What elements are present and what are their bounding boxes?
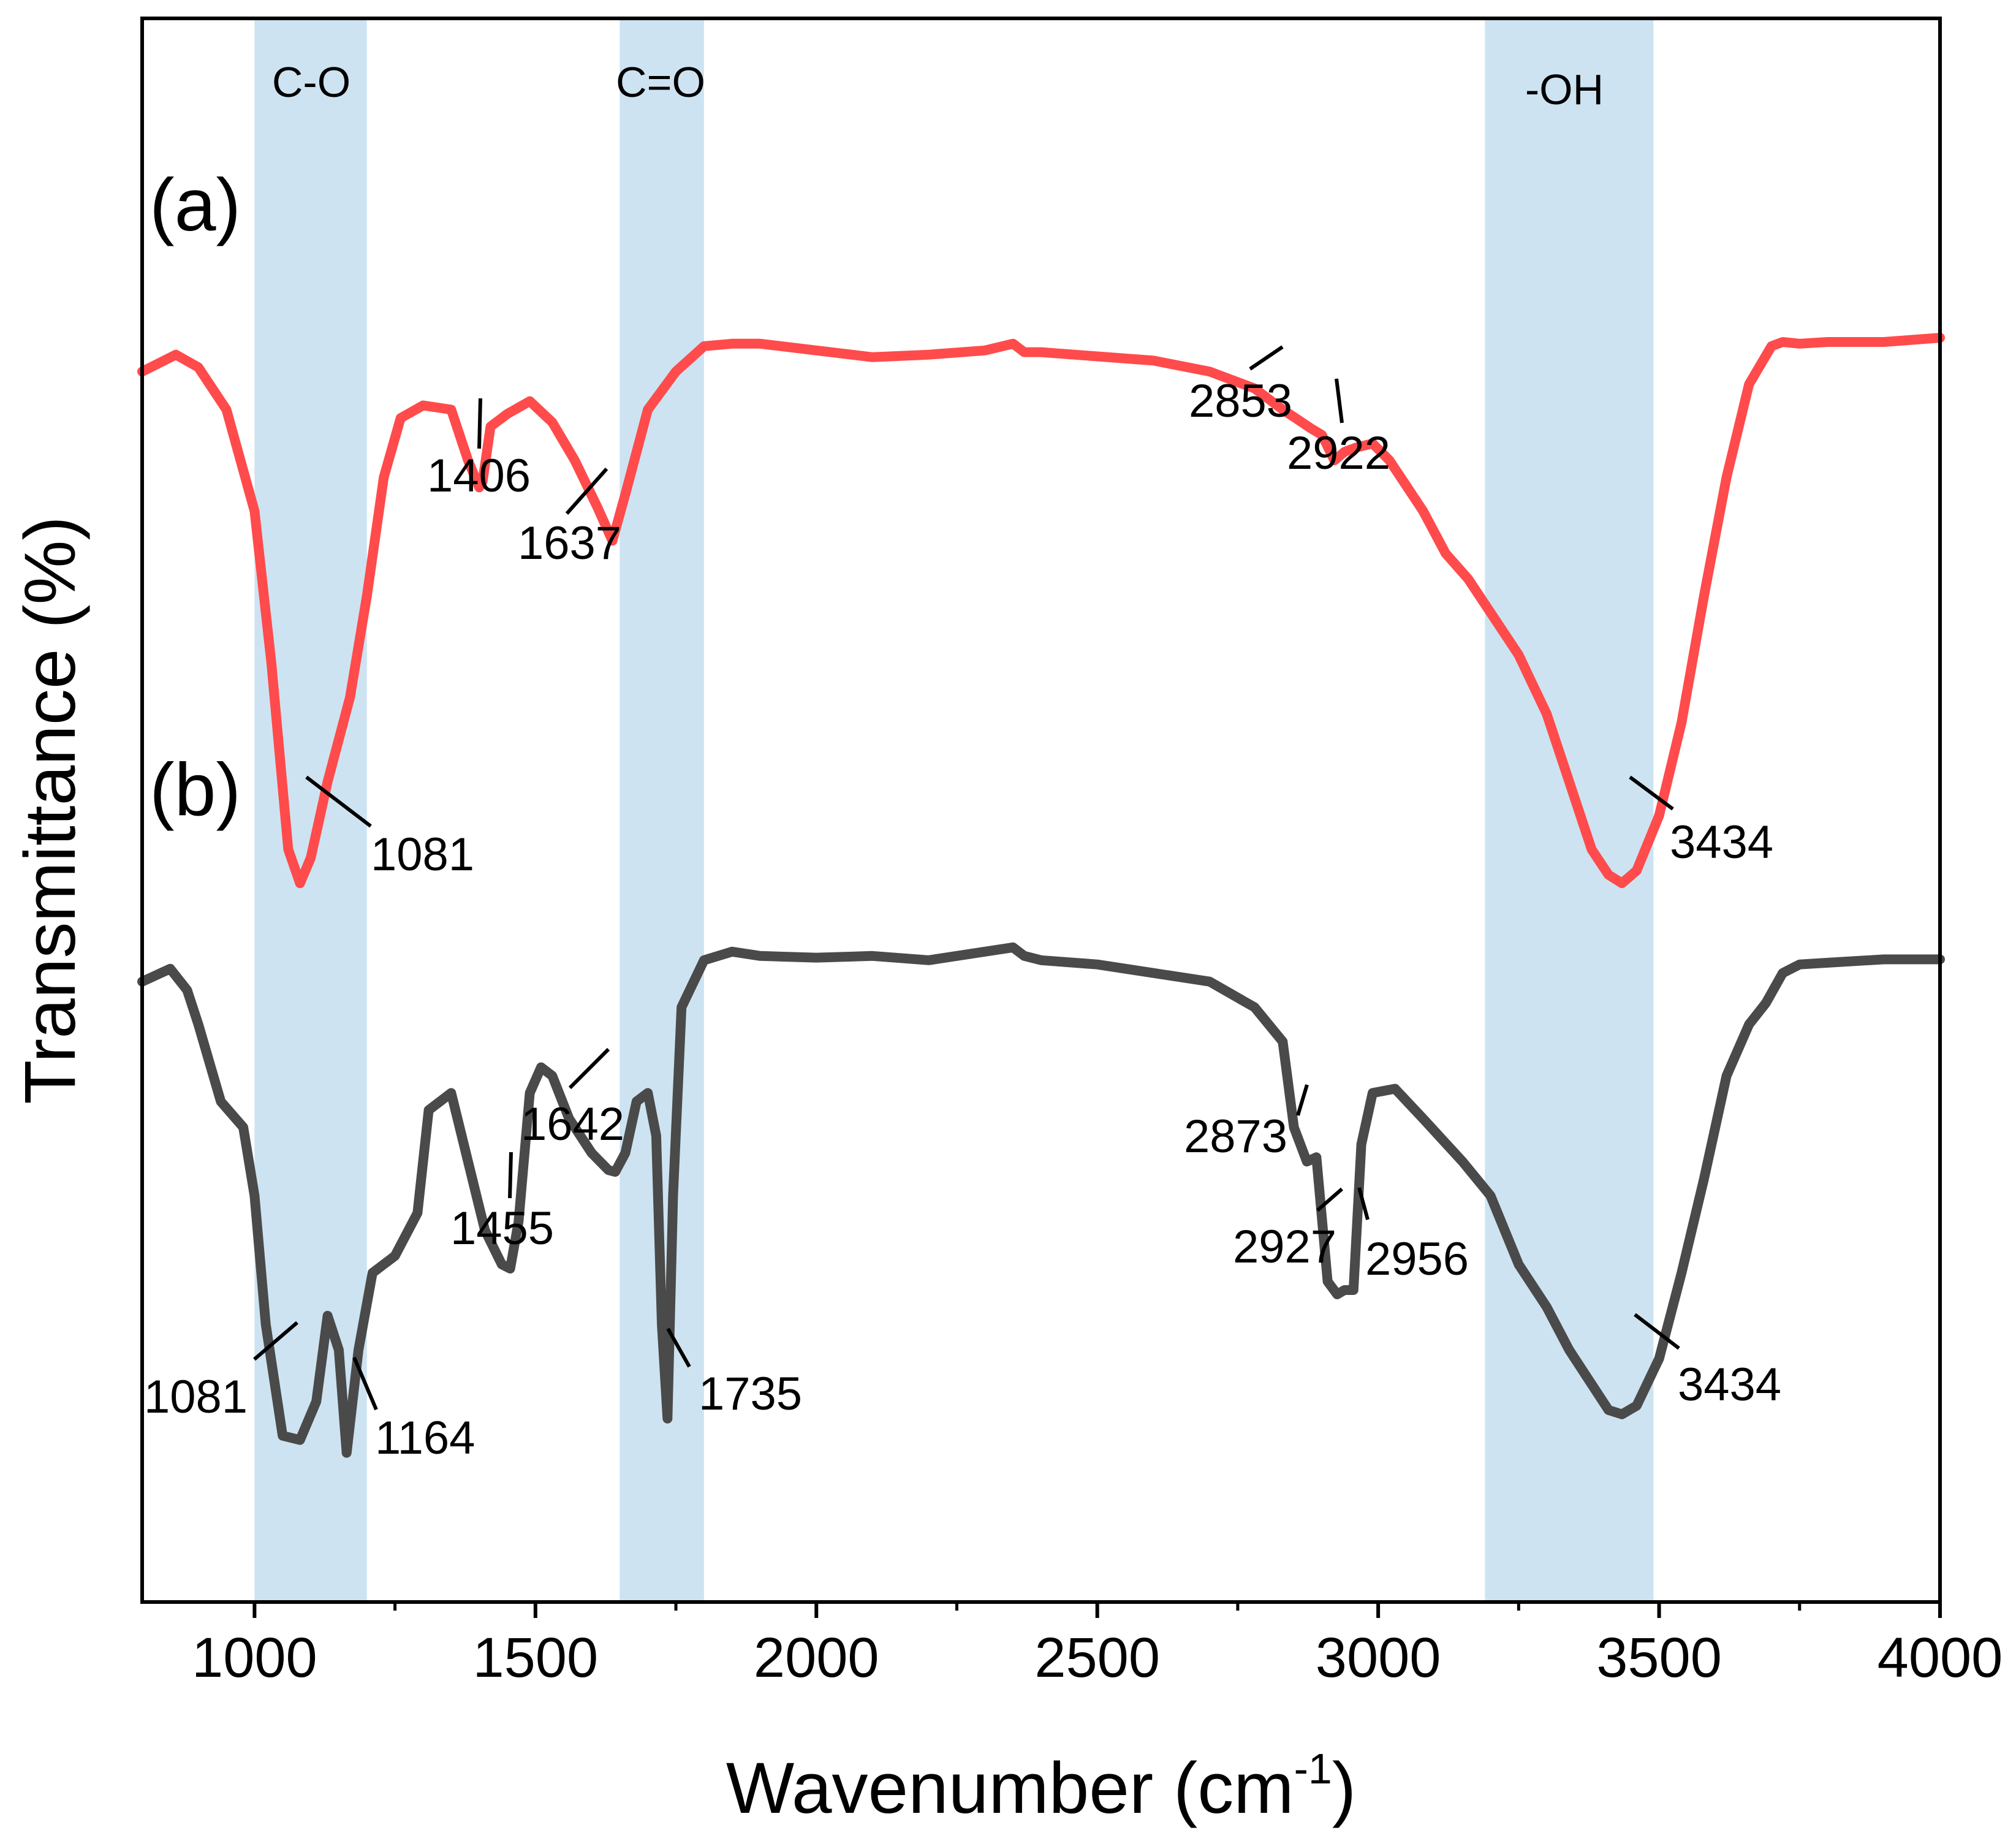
peak-label-a-2922: 2922 [1287, 427, 1390, 479]
panel-label-a: (a) [150, 163, 241, 246]
peak-label-b-1081: 1081 [144, 1371, 248, 1423]
ftir-chart: C-O C=O -OH (a) (b) 1081 1406 1637 2853 … [0, 0, 2016, 1830]
peak-label-a-3434: 3434 [1670, 816, 1773, 868]
peak-label-b-1735: 1735 [699, 1368, 802, 1420]
x-tick-label: 3500 [1596, 1627, 1722, 1689]
peak-label-b-2873: 2873 [1184, 1111, 1287, 1163]
peak-label-a-1637: 1637 [518, 517, 621, 569]
peak-label-b-2956: 2956 [1365, 1233, 1469, 1285]
band-label-c-o: C-O [272, 58, 351, 106]
leader-a-2853 [1250, 347, 1283, 369]
leader-a-1406 [479, 398, 480, 449]
peak-label-b-1455: 1455 [450, 1202, 554, 1255]
x-tick-label: 3000 [1316, 1627, 1441, 1689]
x-tick-label: 1500 [472, 1627, 598, 1689]
peak-label-a-2853: 2853 [1189, 375, 1292, 427]
leader-b-2873 [1298, 1085, 1307, 1115]
peak-label-b-2927: 2927 [1233, 1221, 1336, 1273]
highlight-bands: C-O C=O -OH [254, 18, 1653, 1602]
peak-label-a-1406: 1406 [427, 450, 531, 502]
band-oh [1485, 18, 1653, 1602]
series-a-line [142, 338, 1940, 883]
leader-b-1642 [570, 1049, 608, 1088]
y-axis-title: Transmittance (%) [10, 516, 91, 1104]
x-axis-title-close: ) [1332, 1748, 1356, 1829]
series-b-line [142, 947, 1940, 1453]
panel-label-b: (b) [150, 748, 241, 831]
x-axis-title-sup: -1 [1294, 1745, 1332, 1793]
x-axis-title: Wavenumber (cm-1) [726, 1745, 1356, 1829]
band-label-oh: -OH [1525, 66, 1604, 113]
x-tick-label: 1000 [192, 1627, 317, 1689]
x-axis-ticks: 1000 1500 2000 2500 3000 3500 4000 [192, 1602, 2003, 1689]
x-axis-title-main: Wavenumber (cm [726, 1748, 1294, 1829]
band-label-c-double-o: C=O [616, 58, 705, 106]
leader-b-1455 [510, 1152, 511, 1198]
x-tick-label: 4000 [1878, 1627, 2003, 1689]
peak-label-b-1642: 1642 [521, 1098, 624, 1150]
peak-label-b-1164: 1164 [375, 1412, 475, 1464]
x-tick-label: 2000 [754, 1627, 879, 1689]
x-tick-label: 2500 [1034, 1627, 1160, 1689]
plot-frame [142, 18, 1940, 1602]
leader-a-2922 [1336, 379, 1342, 423]
peak-label-a-1081: 1081 [371, 829, 474, 881]
peak-label-b-3434: 3434 [1678, 1359, 1781, 1411]
